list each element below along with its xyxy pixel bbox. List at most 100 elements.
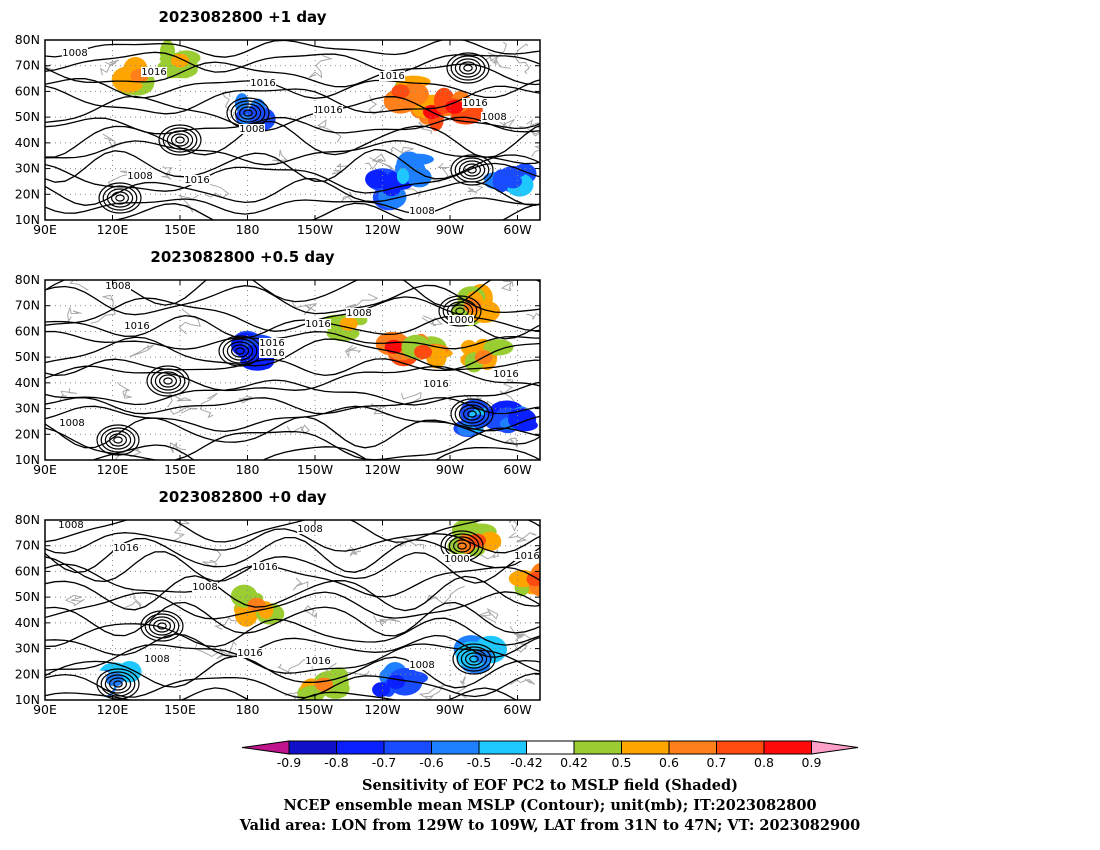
x-tick-label: 180 <box>236 702 260 717</box>
contour-labels: 1008 1016 1016 1008 1016 1008 1008 1016 1008 1016… <box>62 48 507 217</box>
y-tick-label: 20N <box>15 186 40 201</box>
y-tick-label: 80N <box>15 272 40 287</box>
contour-label: 1016 <box>184 175 209 186</box>
y-tick-label: 70N <box>15 58 40 73</box>
y-tick-label: 80N <box>15 512 40 527</box>
colorbar-label: 0.9 <box>802 755 822 770</box>
chart-panel-1: 2023082800 +1 day10081016101610081016100… <box>15 8 541 237</box>
y-tick-label: 30N <box>15 401 40 416</box>
x-tick-label: 150E <box>164 462 196 477</box>
colorbar-swatch <box>288 740 337 755</box>
x-tick-label: 90E <box>33 702 57 717</box>
contour-labels: 1008 1016 1016 1008 1008 1016 1016 1000 1016 1008… <box>58 520 540 671</box>
contour-label: 1016 <box>259 338 284 349</box>
panel-title: 2023082800 +1 day <box>159 8 327 26</box>
shaded-region <box>483 163 537 197</box>
colorbar-swatch <box>668 740 717 755</box>
colorbar-label: 0.5 <box>612 755 632 770</box>
x-tick-label: 150W <box>297 702 333 717</box>
y-tick-label: 40N <box>15 135 40 150</box>
y-tick-label: 50N <box>15 349 40 364</box>
colorbar-label: -0.9 <box>277 755 301 770</box>
y-tick-label: 10N <box>15 692 40 707</box>
shaded-region <box>401 333 453 369</box>
colorbar-label: -0.6 <box>419 755 443 770</box>
colorbar-swatch <box>573 740 622 755</box>
y-tick-label: 20N <box>15 666 40 681</box>
x-tick-label: 120W <box>364 462 400 477</box>
colorbar-swatch <box>716 740 765 755</box>
contour-label: 1016 <box>305 319 330 330</box>
contour-label: 1016 <box>237 648 262 659</box>
contour-label: 1008 <box>297 524 322 535</box>
x-tick-label: 90W <box>436 702 464 717</box>
y-tick-label: 50N <box>15 109 40 124</box>
panel-title: 2023082800 +0 day <box>159 488 327 506</box>
contour-label: 1000 <box>444 554 469 565</box>
contour-label: 1008 <box>346 308 371 319</box>
chart-panel-3: 2023082800 +0 day 1008 1016 1016 1008 1008 101… <box>15 488 541 717</box>
y-tick-label: 70N <box>15 298 40 313</box>
colorbar-label: 0.42 <box>560 755 588 770</box>
colorbar-swatch <box>763 740 812 755</box>
x-tick-label: 120E <box>97 222 129 237</box>
contour-label: 1016 <box>252 562 277 573</box>
colorbar-swatch <box>478 740 527 755</box>
colorbar-label: -0.7 <box>372 755 396 770</box>
contour-label: 1000 <box>448 315 473 326</box>
colorbar: -0.9 -0.8 -0.7 -0.6 -0.5 -0.42 0.42 0.5 0.6 0.7 0.… <box>241 740 859 770</box>
y-tick-label: 60N <box>15 563 40 578</box>
plot-frame <box>44 519 541 701</box>
y-tick-label: 40N <box>15 615 40 630</box>
colorbar-label: 0.8 <box>754 755 774 770</box>
x-tick-label: 60W <box>503 462 531 477</box>
contour-label: 1016 <box>462 98 487 109</box>
panel-title: 2023082800 +0.5 day <box>150 248 334 266</box>
plot-frame <box>44 279 541 461</box>
colorbar-label: 0.6 <box>659 755 679 770</box>
plot-frame <box>44 39 541 221</box>
y-tick-label: 30N <box>15 161 40 176</box>
y-tick-label: 80N <box>15 32 40 47</box>
x-tick-label: 90E <box>33 462 57 477</box>
contour-label: 1008 <box>409 660 434 671</box>
contour-label: 1008 <box>105 281 130 292</box>
x-tick-label: 120W <box>364 222 400 237</box>
x-tick-label: 150W <box>297 222 333 237</box>
caption-line-3: Valid area: LON from 129W to 109W, LAT f… <box>239 817 861 834</box>
contour-label: 1016 <box>423 379 448 390</box>
x-tick-label: 60W <box>503 222 531 237</box>
coastlines <box>45 41 540 213</box>
y-tick-label: 70N <box>15 538 40 553</box>
colorbar-swatch <box>383 740 432 755</box>
x-tick-label: 90W <box>436 222 464 237</box>
contour-label: 1008 <box>62 48 87 59</box>
colorbar-label: -0.5 <box>467 755 491 770</box>
contour-label: 1016 <box>379 71 404 82</box>
x-tick-label: 150E <box>164 702 196 717</box>
colorbar-label: -0.42 <box>510 755 542 770</box>
contour-label: 1016 <box>250 78 275 89</box>
contour-label: 1008 <box>239 124 264 135</box>
colorbar-swatch <box>621 740 670 755</box>
y-tick-label: 50N <box>15 589 40 604</box>
colorbar-swatch <box>526 740 575 755</box>
y-tick-label: 30N <box>15 641 40 656</box>
colorbar-label: 0.7 <box>707 755 727 770</box>
x-tick-label: 120E <box>97 702 129 717</box>
contour-label: 1016 <box>141 67 166 78</box>
shaded-region <box>508 562 540 597</box>
contour-label: 1008 <box>59 418 84 429</box>
colorbar-label: -0.8 <box>324 755 348 770</box>
x-tick-label: 60W <box>503 702 531 717</box>
contour-label: 1016 <box>317 105 342 116</box>
contour-label: 1016 <box>124 321 149 332</box>
x-tick-label: 90E <box>33 222 57 237</box>
caption-line-2: NCEP ensemble mean MSLP (Contour); unit(… <box>283 797 816 814</box>
x-tick-label: 150W <box>297 462 333 477</box>
y-tick-label: 60N <box>15 83 40 98</box>
x-tick-label: 120E <box>97 462 129 477</box>
contour-label: 1016 <box>305 656 330 667</box>
